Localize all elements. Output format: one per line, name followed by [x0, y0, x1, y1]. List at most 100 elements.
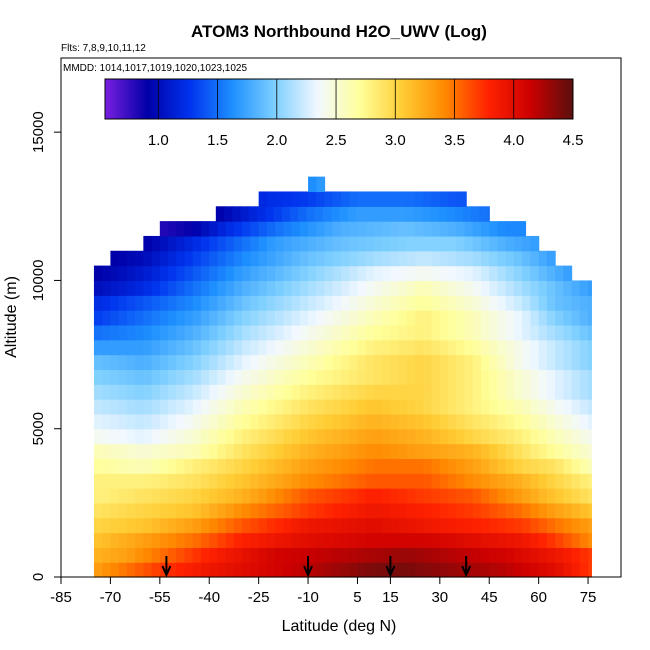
- heatmap-cell: [332, 428, 342, 445]
- heatmap-cell: [530, 547, 540, 563]
- heatmap-cell: [316, 562, 326, 578]
- heatmap-cell: [588, 458, 592, 474]
- heatmap-cell: [373, 295, 383, 311]
- heatmap-cell: [439, 191, 449, 207]
- heatmap-cell: [201, 324, 210, 341]
- heatmap-cell: [571, 562, 581, 578]
- heatmap-cell: [390, 399, 400, 415]
- heatmap-cell: [250, 458, 260, 474]
- heatmap-cell: [413, 206, 423, 222]
- heatmap-cell: [250, 562, 260, 578]
- heatmap-cell: [176, 384, 186, 400]
- heatmap-cell: [423, 547, 433, 563]
- heatmap-cell: [225, 221, 235, 237]
- heatmap-cell: [497, 488, 507, 504]
- heatmap-cell: [481, 547, 490, 563]
- heatmap-cell: [513, 547, 523, 563]
- heatmap-cell: [201, 384, 210, 400]
- heatmap-cell: [398, 532, 408, 548]
- heatmap-cell: [151, 265, 161, 282]
- heatmap-cell: [563, 280, 573, 296]
- heatmap-cell: [316, 502, 326, 519]
- heatmap-cell: [217, 562, 227, 578]
- heatmap-cell: [225, 250, 235, 267]
- heatmap-cell: [93, 399, 103, 415]
- heatmap-cell: [538, 488, 548, 504]
- heatmap-cell: [110, 532, 120, 548]
- heatmap-cell: [489, 384, 499, 400]
- heatmap-cell: [266, 369, 276, 385]
- heatmap-cell: [283, 443, 293, 459]
- heatmap-cell: [571, 413, 581, 430]
- heatmap-cell: [266, 384, 276, 400]
- heatmap-cell: [357, 280, 367, 296]
- heatmap-cell: [201, 443, 210, 459]
- heatmap-cell: [250, 250, 260, 267]
- heatmap-cell: [159, 443, 169, 459]
- heatmap-cell: [357, 265, 367, 282]
- heatmap-cell: [126, 354, 136, 370]
- heatmap-cell: [530, 532, 540, 548]
- heatmap-cell: [242, 413, 252, 430]
- heatmap-cell: [489, 339, 499, 356]
- heatmap-cell: [382, 399, 392, 415]
- heatmap-cell: [242, 502, 252, 519]
- heatmap-cell: [258, 280, 268, 296]
- heatmap-cell: [357, 502, 367, 519]
- heatmap-cell: [489, 295, 499, 311]
- heatmap-cell: [423, 310, 433, 326]
- heatmap-cell: [431, 488, 441, 504]
- heatmap-cell: [390, 339, 400, 356]
- heatmap-cell: [538, 562, 548, 578]
- heatmap-cell: [357, 547, 367, 563]
- heatmap-cell: [481, 502, 490, 519]
- heatmap-cell: [546, 339, 556, 356]
- heatmap-cell: [242, 265, 252, 282]
- heatmap-cell: [415, 547, 424, 563]
- heatmap-cell: [168, 399, 177, 415]
- heatmap-cell: [373, 265, 383, 282]
- heatmap-cell: [184, 428, 194, 445]
- heatmap-cell: [159, 399, 169, 415]
- heatmap-cell: [489, 265, 499, 282]
- heatmap-cell: [464, 235, 474, 252]
- heatmap-cell: [283, 532, 293, 548]
- heatmap-cell: [316, 191, 326, 207]
- heatmap-cell: [224, 206, 233, 222]
- heatmap-cell: [299, 354, 309, 370]
- heatmap-cell: [102, 502, 112, 519]
- heatmap-cell: [341, 399, 350, 415]
- heatmap-cell: [390, 310, 400, 326]
- heatmap-cell: [431, 310, 441, 326]
- heatmap-cell: [388, 206, 398, 222]
- heatmap-cell: [143, 517, 153, 534]
- heatmap-cell: [110, 517, 120, 534]
- heatmap-cell: [102, 428, 112, 445]
- heatmap-cell: [489, 488, 499, 504]
- heatmap-cell: [380, 206, 390, 222]
- heatmap-cell: [299, 562, 309, 578]
- heatmap-cell: [159, 221, 169, 237]
- heatmap-cell: [423, 191, 433, 207]
- heatmap-cell: [184, 399, 194, 415]
- heatmap-cell: [308, 265, 317, 282]
- heatmap-cell: [135, 295, 144, 311]
- heatmap-cell: [341, 280, 350, 296]
- colorbar-tick-label: 1.5: [207, 132, 228, 149]
- heatmap-cell: [398, 488, 408, 504]
- heatmap-cell: [242, 221, 252, 237]
- heatmap-cell: [217, 339, 227, 356]
- heatmap-cell: [481, 488, 490, 504]
- heatmap-cell: [266, 532, 276, 548]
- heatmap-cell: [135, 488, 144, 504]
- heatmap-cell: [217, 517, 227, 534]
- heatmap-cell: [176, 221, 186, 237]
- heatmap-cell: [233, 488, 243, 504]
- heatmap-cell: [588, 488, 592, 504]
- heatmap-cell: [456, 310, 466, 326]
- heatmap-cell: [176, 339, 186, 356]
- x-tick-label: 30: [431, 589, 448, 606]
- heatmap-cell: [151, 354, 161, 370]
- heatmap-cell: [530, 502, 540, 519]
- heatmap-cell: [201, 310, 210, 326]
